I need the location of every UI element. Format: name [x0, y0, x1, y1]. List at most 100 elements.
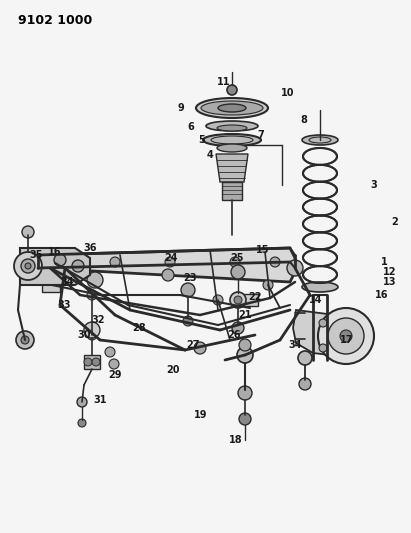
- Text: 2: 2: [392, 217, 398, 227]
- Text: 23: 23: [183, 273, 197, 283]
- Text: 30: 30: [77, 330, 91, 340]
- Text: 26: 26: [227, 330, 241, 340]
- Text: 3: 3: [371, 180, 377, 190]
- Text: 20: 20: [166, 365, 180, 375]
- Circle shape: [84, 322, 100, 338]
- Circle shape: [162, 269, 174, 281]
- Circle shape: [21, 259, 35, 273]
- Circle shape: [87, 330, 97, 340]
- Circle shape: [21, 336, 29, 344]
- Circle shape: [270, 257, 280, 267]
- Circle shape: [165, 257, 175, 267]
- Circle shape: [239, 413, 251, 425]
- Circle shape: [213, 295, 223, 305]
- Text: 27: 27: [186, 340, 200, 350]
- Text: 32: 32: [91, 315, 105, 325]
- Bar: [222, 182, 242, 200]
- Text: 13: 13: [383, 277, 397, 287]
- Circle shape: [183, 316, 193, 326]
- Text: 14: 14: [309, 295, 323, 305]
- Circle shape: [25, 263, 31, 269]
- Circle shape: [231, 265, 245, 279]
- Text: 5: 5: [199, 135, 206, 145]
- Text: 28: 28: [132, 323, 146, 333]
- Ellipse shape: [218, 104, 246, 112]
- Text: 25: 25: [230, 253, 244, 263]
- Circle shape: [237, 347, 253, 363]
- Circle shape: [230, 292, 246, 308]
- Text: 29: 29: [108, 370, 122, 380]
- Circle shape: [65, 257, 75, 267]
- Circle shape: [227, 85, 237, 95]
- Circle shape: [287, 260, 303, 276]
- Text: 6: 6: [188, 122, 194, 132]
- Text: 15: 15: [256, 245, 270, 255]
- Circle shape: [319, 319, 327, 327]
- Text: 33: 33: [57, 300, 71, 310]
- Circle shape: [16, 331, 34, 349]
- Text: 11: 11: [217, 77, 231, 87]
- Circle shape: [298, 351, 312, 365]
- Bar: [240, 294, 258, 306]
- Text: 10: 10: [281, 88, 295, 98]
- Circle shape: [295, 329, 305, 339]
- Text: 4: 4: [207, 150, 213, 160]
- Circle shape: [230, 257, 240, 267]
- Circle shape: [105, 347, 115, 357]
- Circle shape: [55, 260, 75, 280]
- Ellipse shape: [206, 121, 258, 131]
- Text: 18: 18: [229, 435, 243, 445]
- Bar: [42, 280, 60, 292]
- Text: 1: 1: [381, 257, 388, 267]
- Ellipse shape: [217, 144, 247, 152]
- Circle shape: [234, 296, 242, 304]
- Ellipse shape: [201, 101, 263, 115]
- Text: 22: 22: [248, 292, 262, 302]
- Circle shape: [340, 330, 352, 342]
- Polygon shape: [216, 154, 248, 182]
- Ellipse shape: [302, 282, 338, 292]
- Circle shape: [14, 252, 42, 280]
- Circle shape: [239, 339, 251, 351]
- Circle shape: [78, 419, 86, 427]
- Text: 16: 16: [375, 290, 389, 300]
- Text: 34: 34: [60, 277, 74, 287]
- Text: 8: 8: [300, 115, 307, 125]
- Text: 9102 1000: 9102 1000: [18, 14, 92, 27]
- Polygon shape: [293, 310, 356, 356]
- Circle shape: [238, 386, 252, 400]
- Circle shape: [232, 322, 244, 334]
- Text: 34: 34: [288, 340, 302, 350]
- Circle shape: [328, 318, 364, 354]
- Circle shape: [87, 272, 103, 288]
- Text: 16: 16: [48, 247, 62, 257]
- Text: 31: 31: [93, 395, 107, 405]
- Circle shape: [109, 359, 119, 369]
- Text: 21: 21: [238, 310, 252, 320]
- Circle shape: [194, 342, 206, 354]
- Circle shape: [263, 280, 273, 290]
- Text: 9: 9: [178, 103, 185, 113]
- Circle shape: [72, 260, 84, 272]
- Ellipse shape: [217, 125, 247, 131]
- Ellipse shape: [203, 134, 261, 146]
- Circle shape: [318, 308, 374, 364]
- Circle shape: [319, 344, 327, 352]
- Circle shape: [110, 257, 120, 267]
- Text: 17: 17: [340, 335, 354, 345]
- Polygon shape: [20, 248, 90, 285]
- Circle shape: [54, 254, 66, 266]
- Circle shape: [92, 358, 100, 366]
- Ellipse shape: [196, 98, 268, 118]
- Circle shape: [84, 358, 92, 366]
- Text: 35: 35: [29, 250, 43, 260]
- Text: 36: 36: [83, 243, 97, 253]
- Circle shape: [77, 397, 87, 407]
- Text: 12: 12: [383, 267, 397, 277]
- Circle shape: [60, 265, 70, 275]
- Text: 7: 7: [258, 130, 264, 140]
- Circle shape: [22, 226, 34, 238]
- Circle shape: [295, 313, 305, 323]
- Circle shape: [299, 378, 311, 390]
- Text: 24: 24: [164, 253, 178, 263]
